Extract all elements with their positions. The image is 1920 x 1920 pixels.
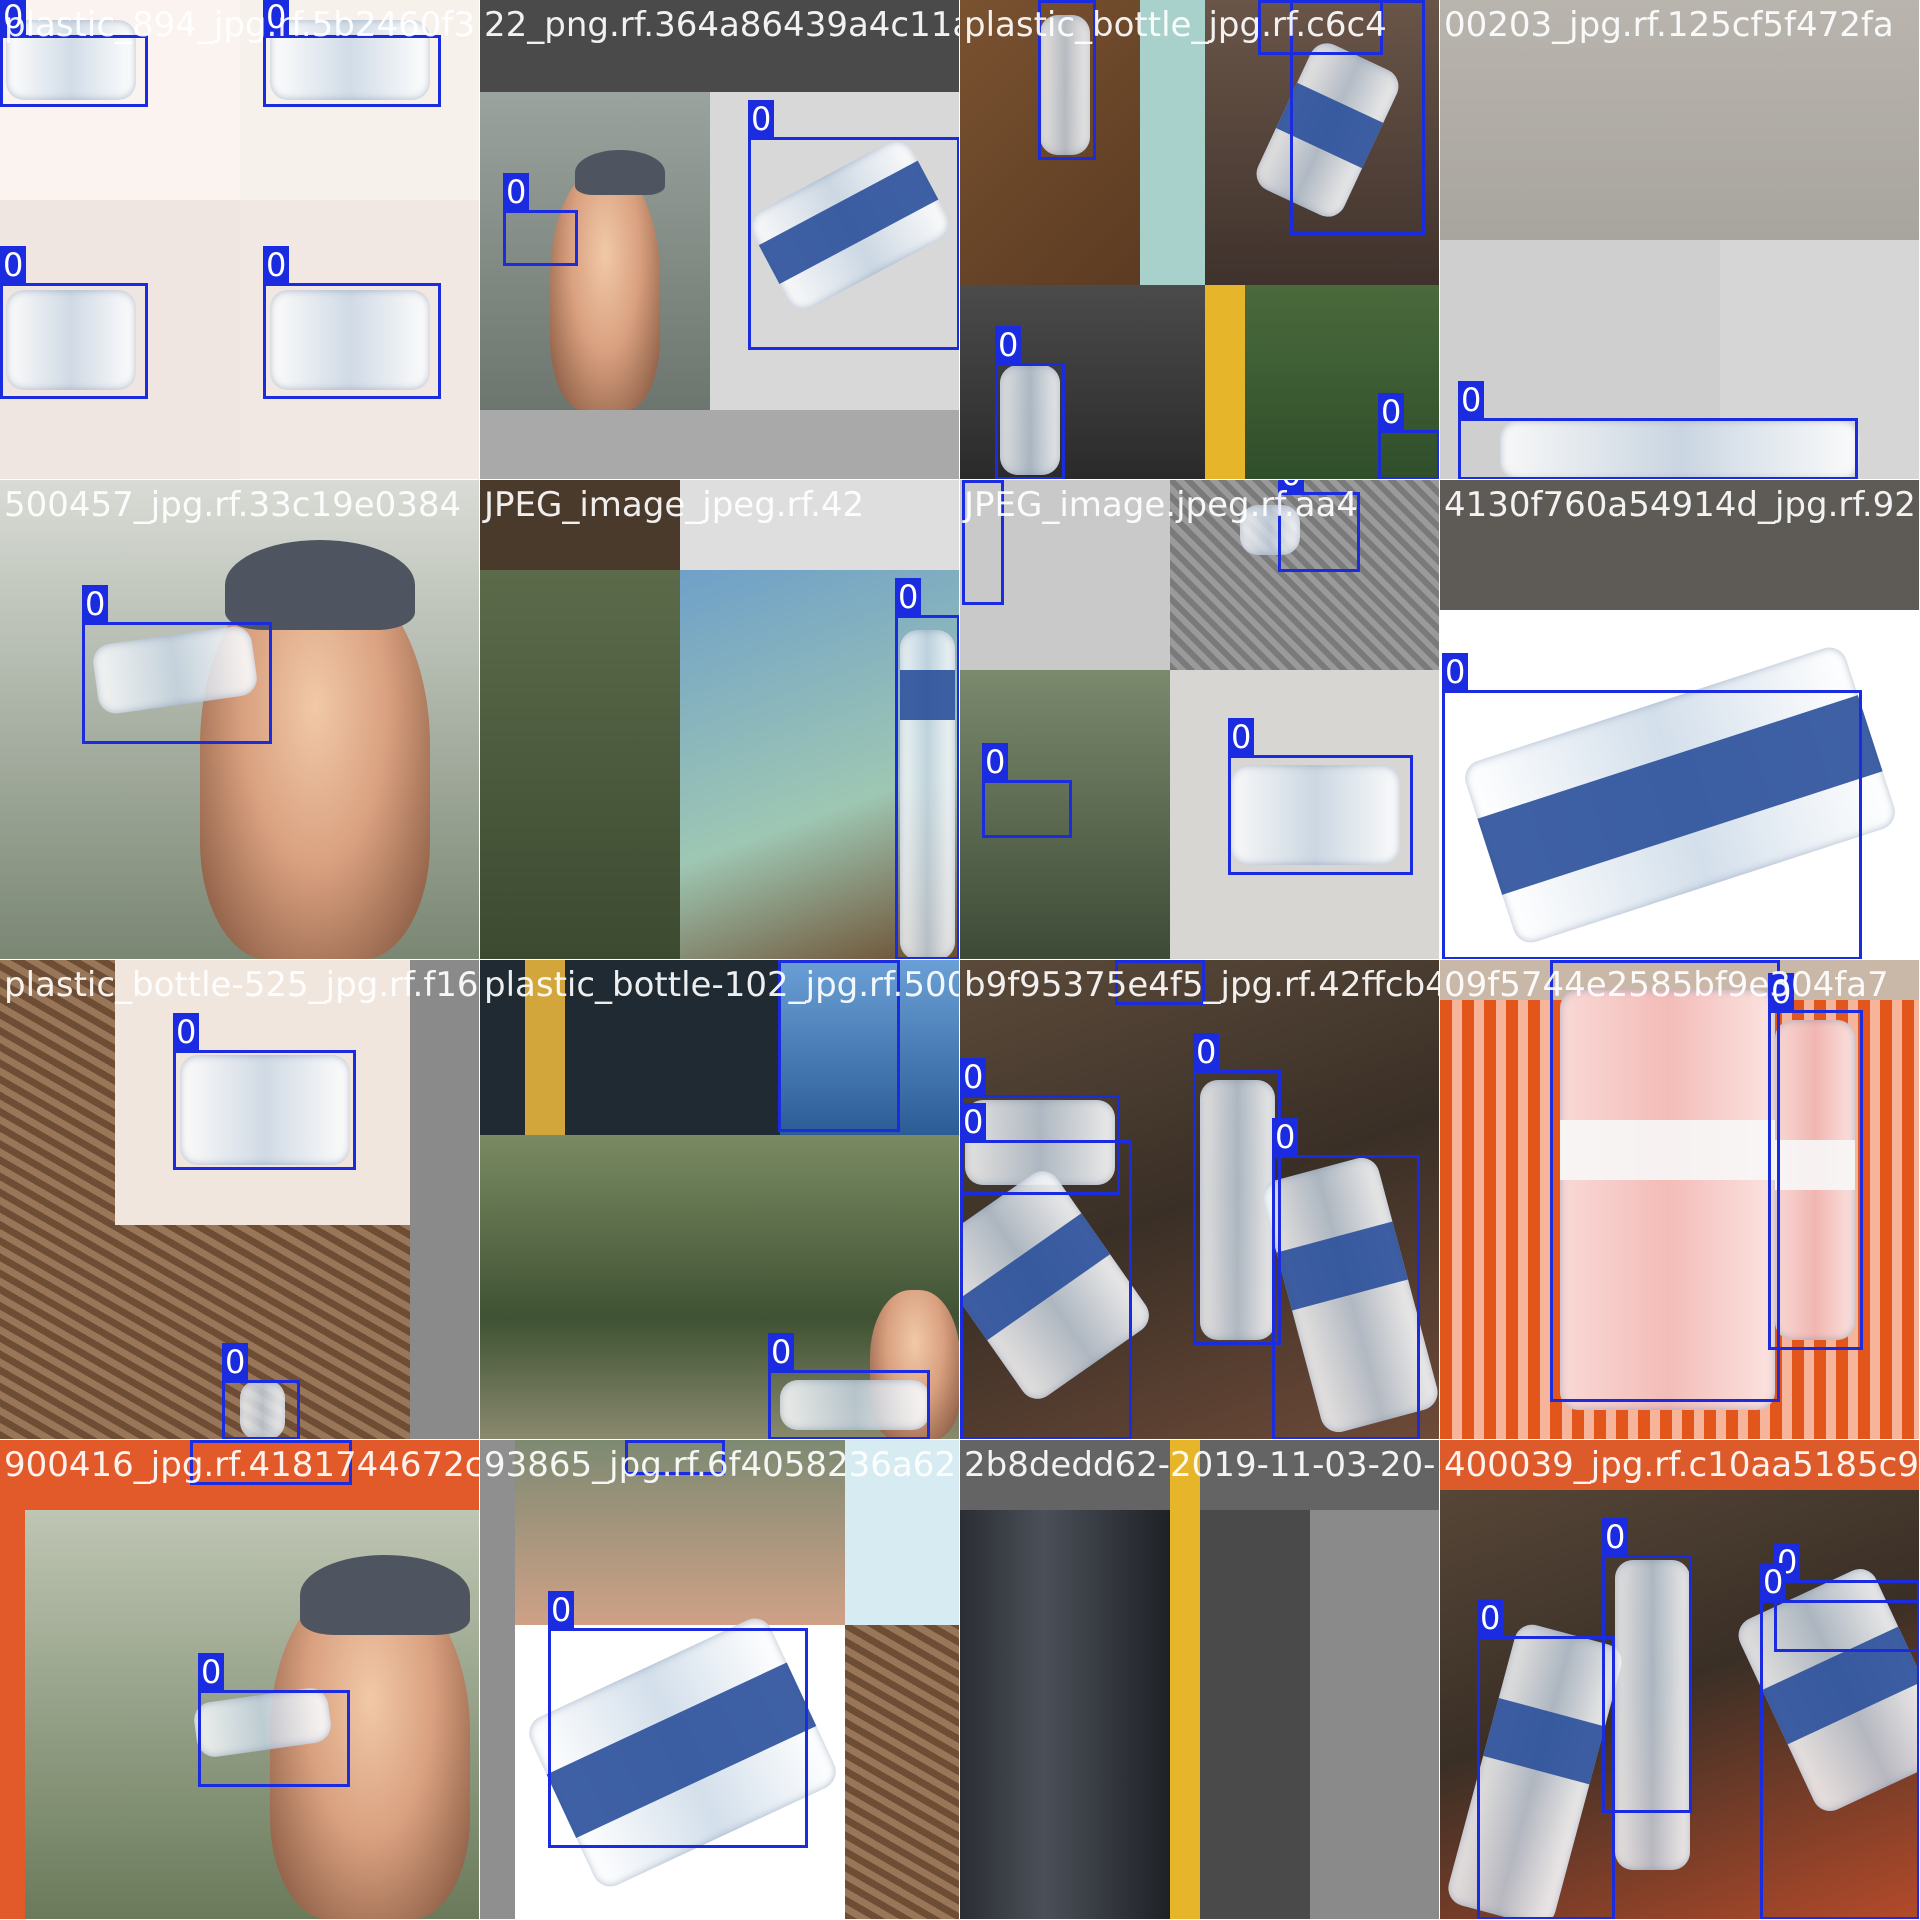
class-label: 0 bbox=[768, 1333, 795, 1371]
bottle-detection-box: 0 bbox=[0, 246, 148, 399]
class-label: 0 bbox=[1290, 0, 1317, 1]
mosaic-tile-4: 00203_jpg.rf.125cf5f472fa 0 bbox=[1440, 0, 1920, 480]
class-label: 0 bbox=[1278, 480, 1305, 493]
class-label: 0 bbox=[960, 1058, 987, 1096]
class-label: 0 bbox=[1768, 973, 1795, 1011]
class-label: 0 bbox=[548, 1591, 575, 1629]
mosaic-tile-6: JPEG_image_jpeg.rf.42 0 bbox=[480, 480, 960, 960]
bottle-detection-box: 0 bbox=[263, 0, 441, 107]
class-label: 0 bbox=[1272, 1118, 1299, 1156]
bottle-detection-box: 0 bbox=[198, 1653, 350, 1787]
class-label: 0 bbox=[1193, 1033, 1220, 1071]
class-label: 0 bbox=[0, 0, 27, 36]
class-label: 0 bbox=[1442, 653, 1469, 691]
bottle-detection-box: 0 bbox=[1768, 973, 1863, 1350]
class-label: 0 bbox=[960, 1103, 987, 1141]
bottle-detection-box: 0 bbox=[1602, 1518, 1692, 1813]
class-label: 0 bbox=[1378, 393, 1405, 431]
bottle-detection-box: 0 bbox=[222, 1343, 300, 1439]
class-label: 0 bbox=[1550, 960, 1577, 961]
mosaic-tile-11: b9f95375e4f5_jpg.rf.42ffcb48a99 0 0 0 0 … bbox=[960, 960, 1440, 1440]
mosaic-tile-3: plastic_bottle_jpg.rf.c6c4 0 0 0 0 0 bbox=[960, 0, 1440, 480]
class-label: 0 bbox=[263, 246, 290, 284]
class-label: 0 bbox=[173, 1013, 200, 1051]
mosaic-tile-13: 900416_jpg.rf.4181744672c9 0 0 bbox=[0, 1440, 480, 1920]
class-label: 0 bbox=[1115, 960, 1142, 961]
class-label: 0 bbox=[625, 1440, 652, 1441]
bottle-detection-box: 0 bbox=[1458, 381, 1858, 479]
class-label: 0 bbox=[222, 1343, 249, 1381]
mosaic-tile-8: 4130f760a54914d_jpg.rf.92 0 bbox=[1440, 480, 1920, 960]
bottle-detection-box: 0 bbox=[82, 585, 272, 744]
class-label: 0 bbox=[995, 326, 1022, 364]
mosaic-tile-15: 2b8dedd62-2019-11-03-20-19 bbox=[960, 1440, 1440, 1920]
tile-caption: 500457_jpg.rf.33c19e0384 bbox=[4, 485, 462, 525]
class-label: 0 bbox=[198, 1653, 225, 1691]
bottle-detection-box: 0 bbox=[1378, 393, 1439, 479]
bottle-detection-box: 0 bbox=[173, 1013, 356, 1170]
bottle-detection-box: 0 bbox=[1228, 718, 1413, 875]
class-label: 0 bbox=[1228, 718, 1255, 756]
bottle-detection-box: 0 bbox=[778, 960, 900, 1132]
class-label: 0 bbox=[778, 960, 805, 961]
class-label: 0 bbox=[503, 173, 530, 211]
bottle-detection-box: 0 bbox=[962, 480, 1004, 605]
bottle-detection-box: 0 bbox=[995, 326, 1065, 479]
class-label: 0 bbox=[962, 480, 989, 481]
class-label: 0 bbox=[82, 585, 109, 623]
mosaic-tile-1: plastic_894_jpg.rf.5b2460f3 0 0 0 0 bbox=[0, 0, 480, 480]
bottle-detection-box: 0 bbox=[960, 1103, 1132, 1439]
class-label: 0 bbox=[895, 578, 922, 616]
class-label: 0 bbox=[982, 743, 1009, 781]
class-label: 0 bbox=[190, 1440, 217, 1441]
bottle-detection-box: 0 bbox=[503, 173, 578, 266]
mosaic-tile-16: 400039_jpg.rf.c10aa5185c9 0 0 0 0 bbox=[1440, 1440, 1920, 1920]
bottle-detection-box: 0 bbox=[1038, 0, 1096, 160]
mosaic-tile-9: plastic_bottle-525_jpg.rf.f16b 0 0 bbox=[0, 960, 480, 1440]
bottle-detection-box: 0 bbox=[1272, 1118, 1420, 1439]
class-label: 0 bbox=[263, 0, 290, 36]
mosaic-tile-2: 22_png.rf.364a86439a4c11a9 0 0 bbox=[480, 0, 960, 480]
class-label: 0 bbox=[1458, 381, 1485, 419]
class-label: 0 bbox=[1760, 1563, 1787, 1601]
class-label: 0 bbox=[1038, 0, 1065, 1]
mosaic-tile-7: JPEG_image.jpeg.rf.aa4 0 0 0 0 bbox=[960, 480, 1440, 960]
class-label: 0 bbox=[1774, 1543, 1801, 1581]
class-label: 0 bbox=[1477, 1599, 1504, 1637]
class-label: 0 bbox=[0, 246, 27, 284]
class-label: 0 bbox=[748, 100, 775, 138]
bottle-detection-box: 0 bbox=[1278, 480, 1360, 572]
class-label: 0 bbox=[1602, 1518, 1629, 1556]
bottle-detection-box: 0 bbox=[548, 1591, 808, 1848]
bottle-detection-box: 0 bbox=[1193, 1033, 1281, 1345]
mosaic-tile-5: 500457_jpg.rf.33c19e0384 0 bbox=[0, 480, 480, 960]
bottle-detection-box: 0 bbox=[1760, 1563, 1919, 1919]
bottle-detection-box: 0 bbox=[0, 0, 148, 107]
bottle-detection-box: 0 bbox=[1550, 960, 1780, 1402]
mosaic-tile-14: 93865_jpg.rf.6f4058236a62 0 0 bbox=[480, 1440, 960, 1920]
bottle-detection-box: 0 bbox=[1442, 653, 1862, 959]
bottle-detection-box: 0 bbox=[190, 1440, 352, 1485]
bottle-detection-box: 0 bbox=[768, 1333, 930, 1439]
mosaic-tile-12: 09f5744e2585bf9e304fa7 0 0 bbox=[1440, 960, 1920, 1440]
mosaic-tile-10: plastic_bottle-102_jpg.rf.500 0 0 bbox=[480, 960, 960, 1440]
bottle-detection-box: 0 bbox=[748, 100, 959, 350]
bottle-detection-box: 0 bbox=[982, 743, 1072, 838]
bottle-detection-box: 0 bbox=[895, 578, 959, 959]
bottle-detection-box: 0 bbox=[625, 1440, 725, 1475]
class-label: 0 bbox=[1258, 0, 1285, 1]
bottle-detection-box: 0 bbox=[1115, 960, 1205, 1005]
bottle-detection-box: 0 bbox=[1477, 1599, 1615, 1919]
bottle-detection-box: 0 bbox=[1290, 0, 1425, 235]
bottle-detection-box: 0 bbox=[263, 246, 441, 399]
